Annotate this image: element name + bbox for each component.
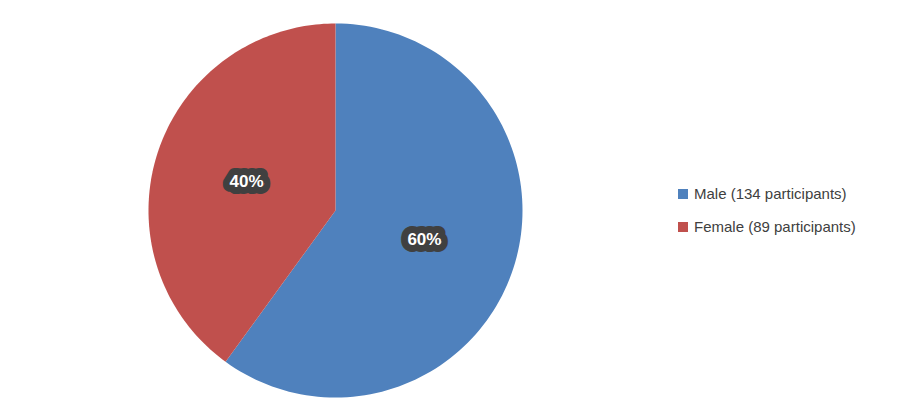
svg-text:40%: 40%: [230, 172, 264, 191]
html-text:Male (134 participants): Male (134 participants): [694, 185, 847, 202]
svg-text:60%: 60%: [407, 230, 441, 249]
html-text:Female (89 participants): Female (89 participants): [694, 218, 856, 235]
